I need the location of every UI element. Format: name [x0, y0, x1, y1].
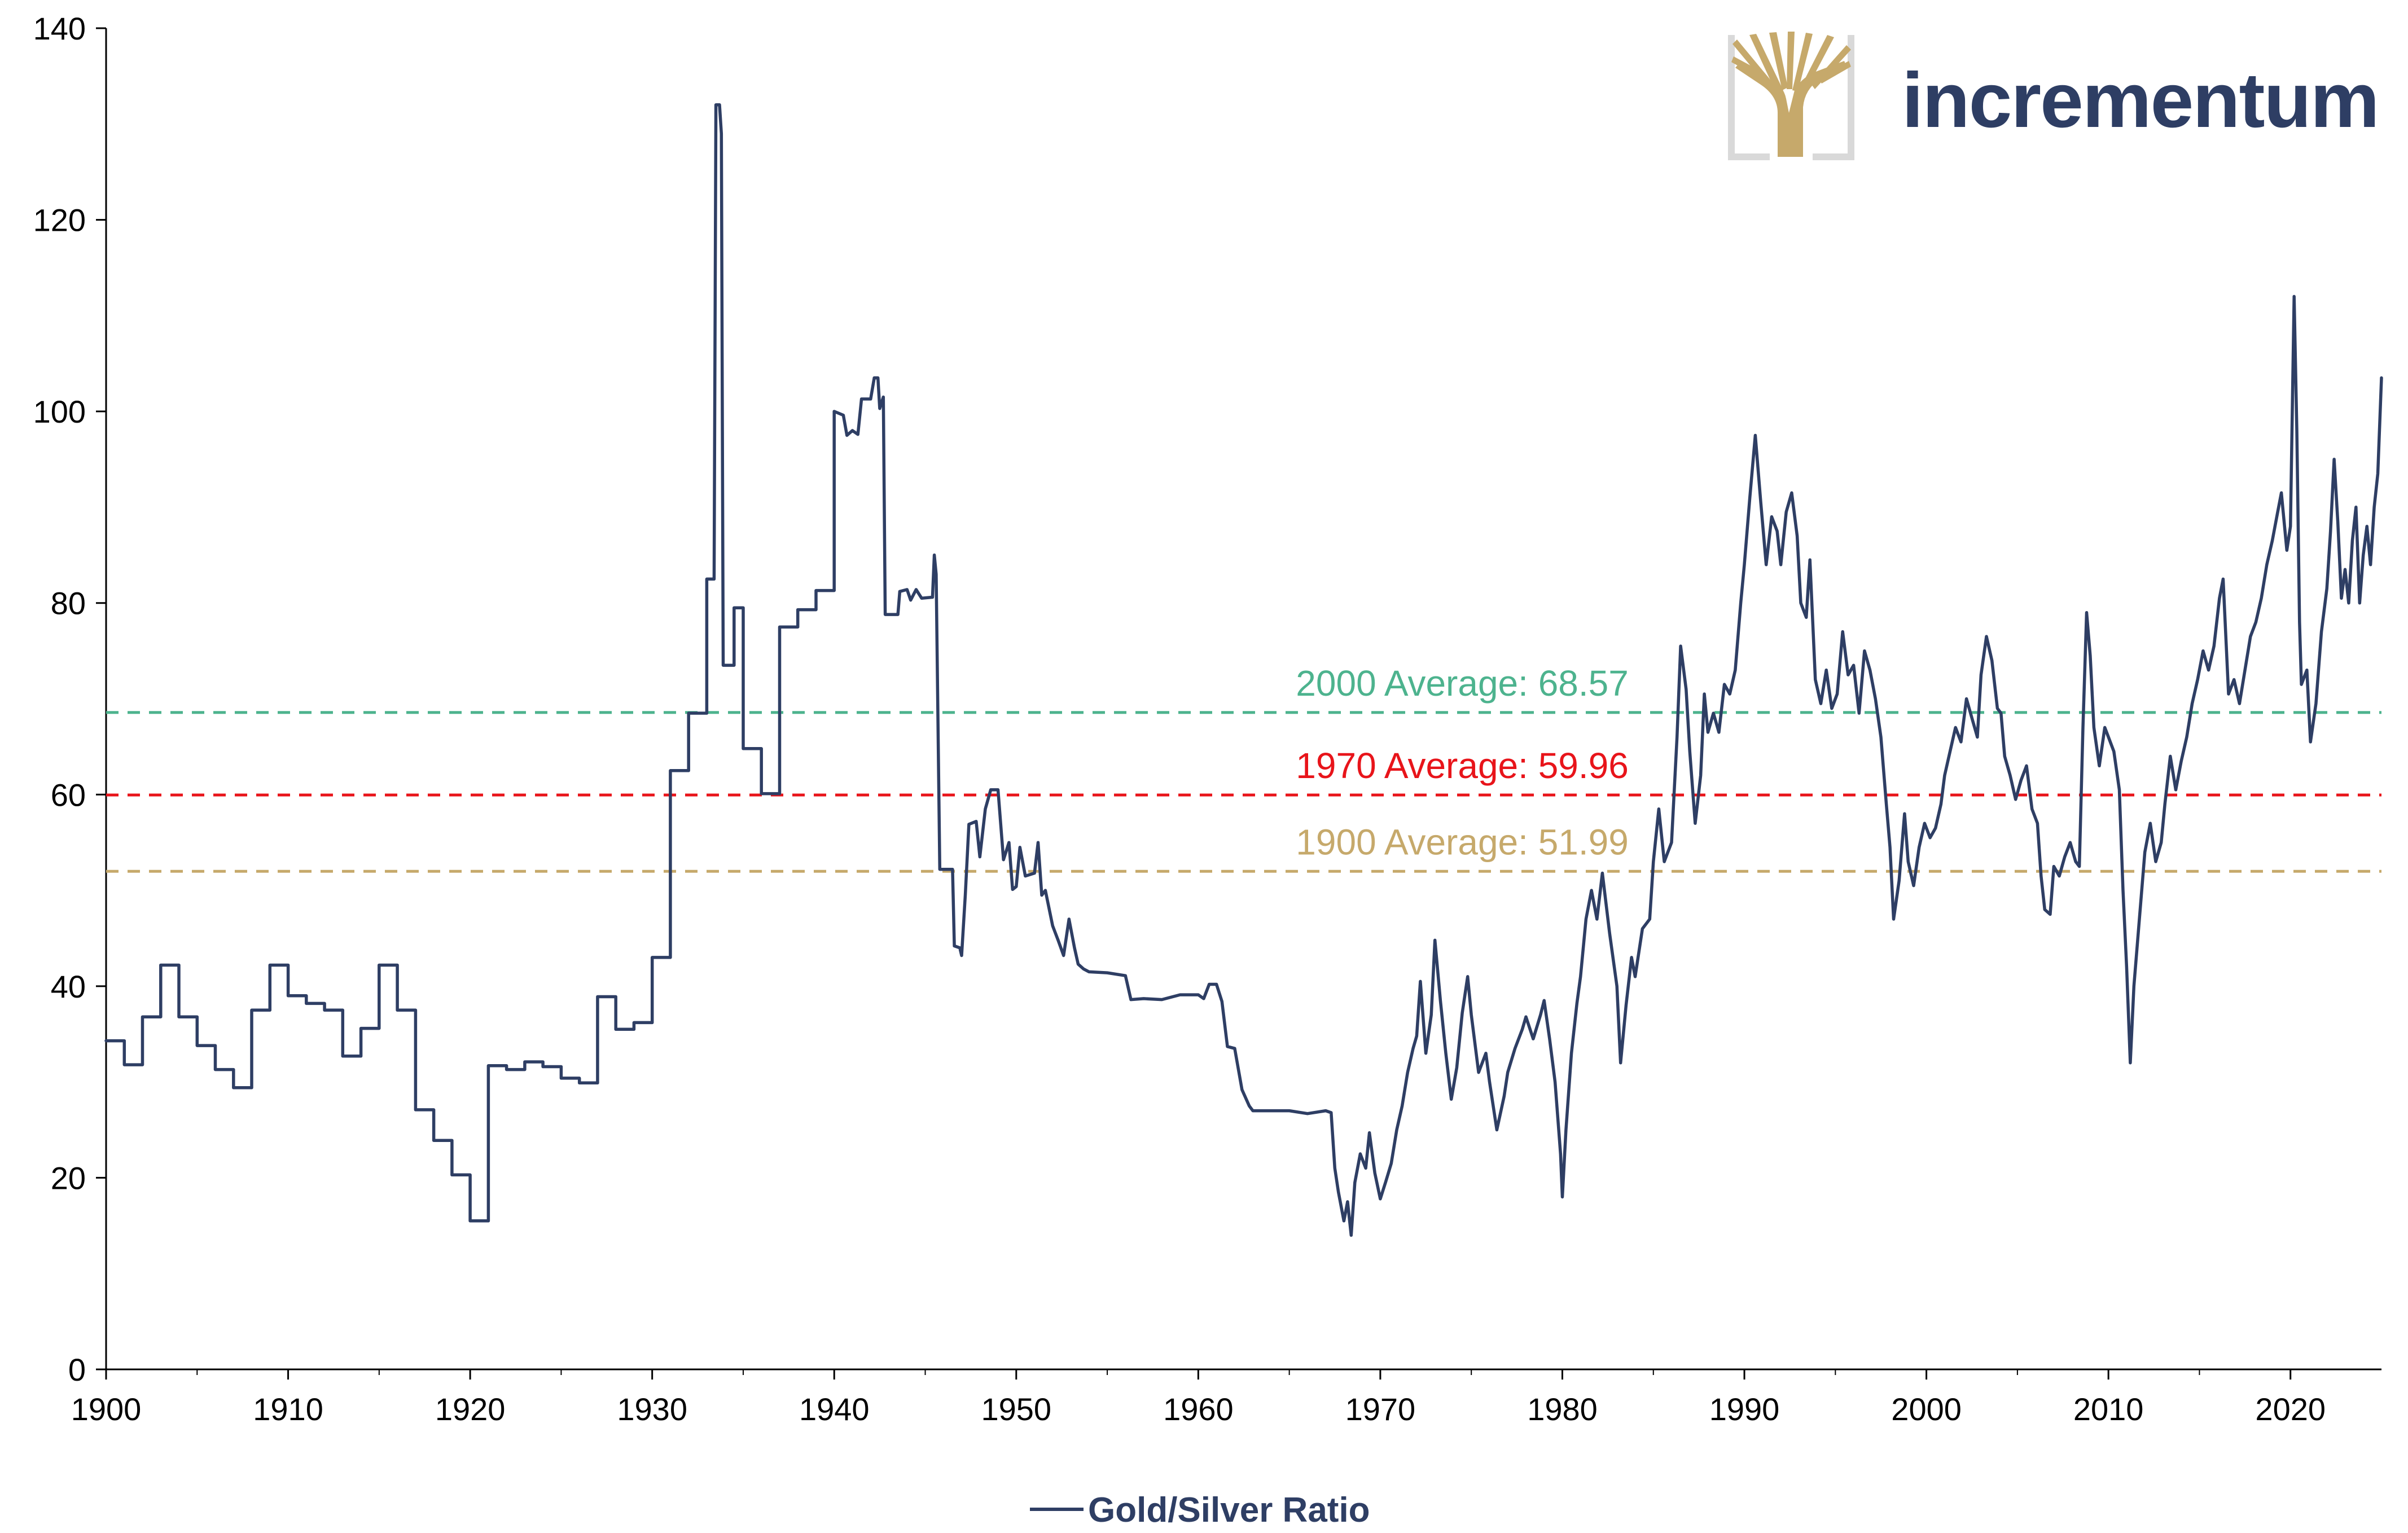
reference-label-0: 2000 Average: 68.57 — [1296, 663, 1629, 704]
tree-branch — [1787, 32, 1795, 89]
brand-name: incrementum — [1902, 57, 2379, 144]
tree-branch — [1749, 34, 1783, 96]
reference-label-2: 1900 Average: 51.99 — [1296, 822, 1629, 862]
y-tick-label: 120 — [33, 203, 86, 238]
logo-frame — [1728, 35, 1854, 160]
tree-icon — [1731, 32, 1851, 157]
tree-branch — [1792, 33, 1813, 91]
x-tick-label: 1920 — [435, 1391, 506, 1427]
tree-trunk — [1735, 61, 1846, 157]
tree-branch — [1797, 35, 1834, 97]
y-tick-label: 20 — [51, 1160, 86, 1196]
x-tick-label: 1980 — [1527, 1391, 1598, 1427]
series-line-gold-silver-ratio — [104, 103, 2383, 1237]
incrementum-tree-logo — [1728, 32, 1854, 160]
x-tick-label: 1930 — [617, 1391, 687, 1427]
x-tick-label: 1900 — [71, 1391, 142, 1427]
x-tick-label: 1940 — [799, 1391, 870, 1427]
logo-frame-left — [1728, 35, 1770, 160]
tree-branch — [1769, 32, 1788, 90]
axes — [96, 27, 2381, 1380]
tick-labels: 0 20 40 60 80 100 120 140 1900 1910 1920 1930 1940 19… — [33, 11, 2326, 1427]
x-tick-label: 2010 — [2073, 1391, 2144, 1427]
y-tick-label: 140 — [33, 11, 86, 46]
x-tick-label: 2000 — [1891, 1391, 1962, 1427]
x-tick-label: 1990 — [1709, 1391, 1780, 1427]
logo-frame-right — [1813, 35, 1854, 160]
series-layer — [104, 103, 2383, 1237]
x-tick-label: 1970 — [1345, 1391, 1416, 1427]
y-tick-label: 100 — [33, 394, 86, 429]
y-tick-label: 80 — [51, 586, 86, 621]
reference-lines: 2000 Average: 68.57 1970 Average: 59.96 19… — [106, 663, 2381, 873]
x-tick-label: 1910 — [253, 1391, 323, 1427]
legend-label-gold-silver-ratio: Gold/Silver Ratio — [1088, 1491, 1370, 1530]
tree-branch — [1818, 61, 1851, 84]
reference-label-1: 1970 Average: 59.96 — [1296, 745, 1629, 786]
x-tick-label: 1950 — [981, 1391, 1052, 1427]
x-tick-label: 1960 — [1163, 1391, 1234, 1427]
y-tick-label: 0 — [68, 1352, 86, 1387]
y-tick-label: 40 — [51, 969, 86, 1004]
x-tick-label: 2020 — [2255, 1391, 2326, 1427]
y-tick-label: 60 — [51, 777, 86, 812]
legend: Gold/Silver Ratio — [1030, 1491, 1370, 1530]
tree-branch — [1731, 56, 1763, 78]
